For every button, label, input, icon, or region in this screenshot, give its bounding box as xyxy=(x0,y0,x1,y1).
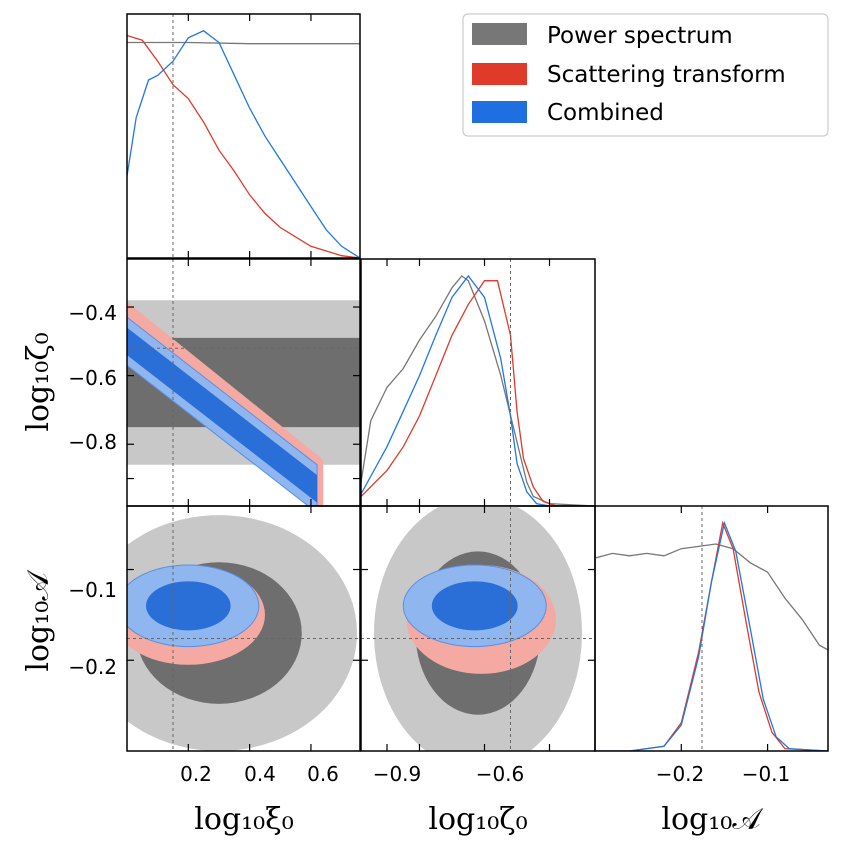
legend-swatch-power xyxy=(472,23,527,45)
marginal-curve-scattering-transform xyxy=(595,520,828,751)
x-tick-label: −0.9 xyxy=(373,762,422,786)
y-tick-label: −0.4 xyxy=(68,301,117,325)
panel-xi0-marginal xyxy=(126,13,361,259)
combined-inner-contour xyxy=(127,327,318,503)
panel-A-vs-xi0 xyxy=(126,505,361,752)
x-tick-label: −0.2 xyxy=(656,762,705,786)
y-tick-label: −0.8 xyxy=(68,430,117,454)
x-axis-label-xi0: log₁₀ξ₀ xyxy=(194,802,293,837)
legend-label-combined: Combined xyxy=(547,100,664,126)
y-tick-labels: −0.4 −0.6 −0.8 −0.1 −0.2 xyxy=(68,301,117,679)
marginal-curve-power-spectrum xyxy=(361,275,595,506)
marginal-curve-combined xyxy=(595,520,828,751)
marginal-curve-scattering-transform xyxy=(127,34,360,258)
combined-inner-contour xyxy=(146,581,231,631)
y-axis-label-zeta0: log₁₀ζ₀ xyxy=(21,332,56,431)
combined-inner-contour xyxy=(431,581,518,631)
y-tick-label: −0.2 xyxy=(68,655,117,679)
legend-label-power: Power spectrum xyxy=(547,23,733,49)
legend-swatch-combined xyxy=(472,101,527,123)
x-tick-label: 0.4 xyxy=(244,762,276,786)
x-axis-label-zeta0: log₁₀ζ₀ xyxy=(428,802,527,837)
marginal-curve-power-spectrum xyxy=(595,543,828,651)
legend-frame xyxy=(462,13,829,137)
y-tick-label: −0.6 xyxy=(68,366,117,390)
x-tick-labels: 0.2 0.4 0.6 −0.9 −0.6 −0.2 −0.1 xyxy=(180,762,790,786)
x-tick-label: −0.6 xyxy=(476,762,525,786)
marginal-curve-combined xyxy=(127,30,360,258)
panel-zeta0-vs-xi0 xyxy=(126,258,361,507)
marginal-curve-scattering-transform xyxy=(361,280,595,506)
y-axis-label-A: log₁₀𝒜 xyxy=(21,569,56,672)
panel-zeta0-marginal xyxy=(360,258,596,507)
panel-A-marginal xyxy=(594,505,829,752)
x-tick-label: 0.6 xyxy=(307,762,339,786)
x-axis-label-A: log₁₀𝒜 xyxy=(661,802,764,837)
legend: Power spectrum Scattering transform Comb… xyxy=(462,13,829,137)
x-tick-label: 0.2 xyxy=(180,762,212,786)
x-tick-label: −0.1 xyxy=(742,762,791,786)
legend-label-scattering: Scattering transform xyxy=(547,62,786,88)
axis-ticks xyxy=(127,14,769,751)
panel-A-vs-zeta0 xyxy=(360,505,596,752)
legend-swatch-scattering xyxy=(472,63,527,85)
y-tick-label: −0.1 xyxy=(68,578,117,602)
marginal-curve-combined xyxy=(361,274,595,506)
marginal-curve-power-spectrum xyxy=(127,41,360,45)
